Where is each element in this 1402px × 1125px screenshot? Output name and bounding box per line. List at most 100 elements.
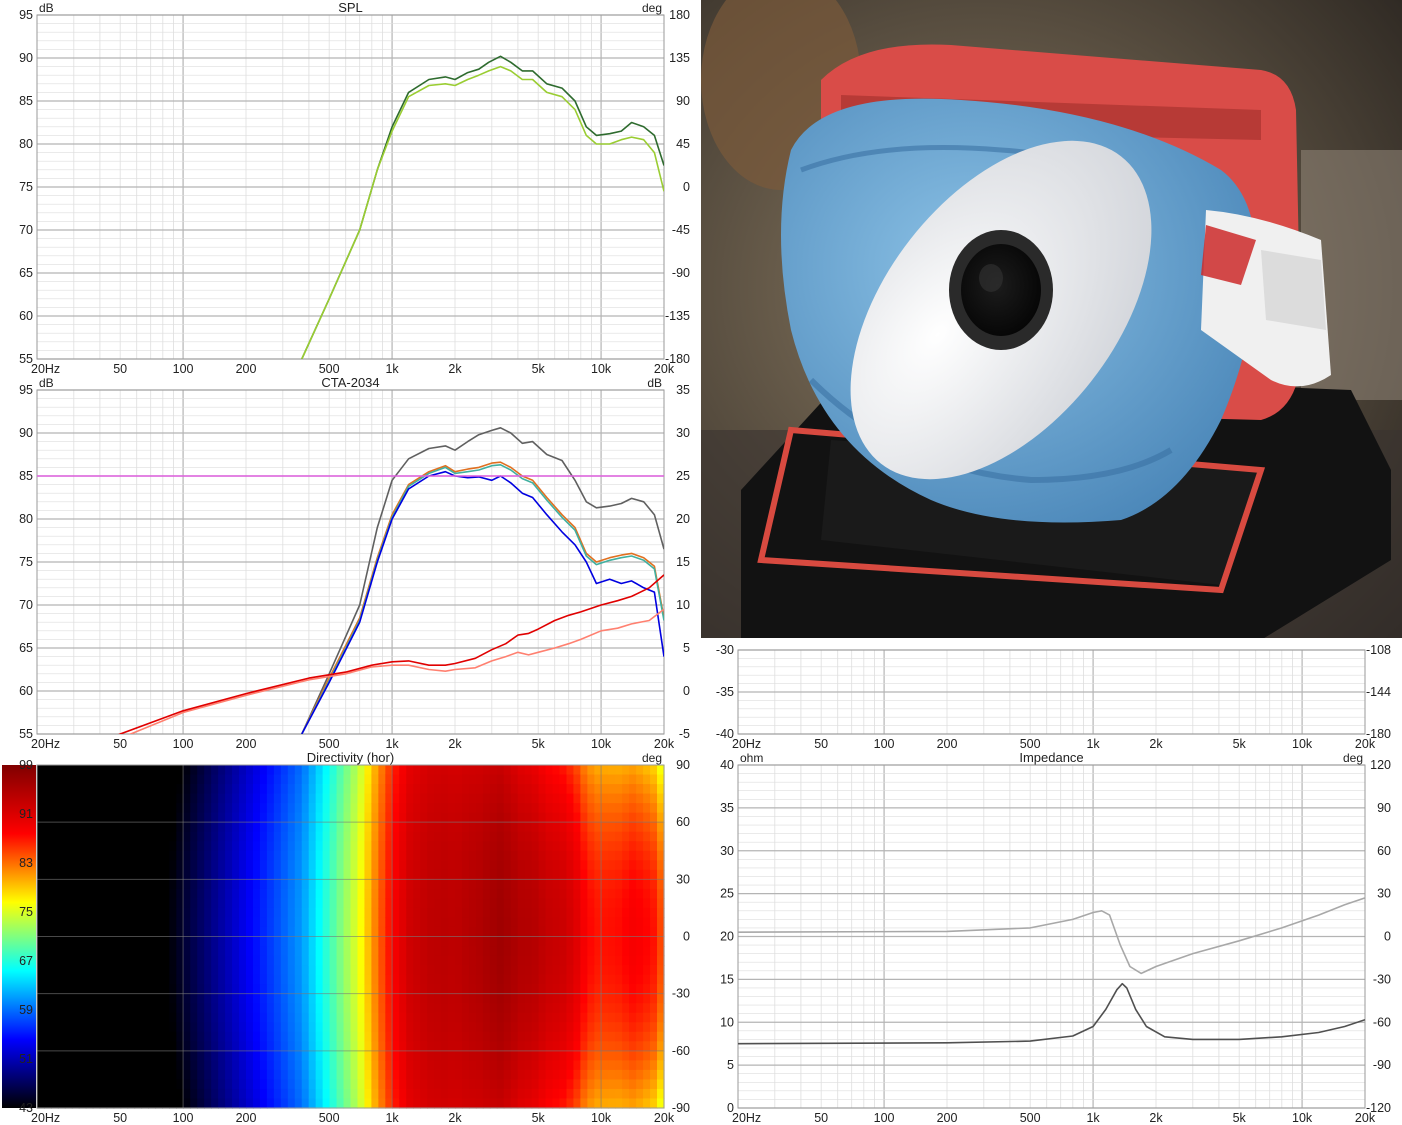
right-tick-label: 45 [676, 137, 690, 151]
series-line-6 [118, 574, 664, 734]
left-tick-label: 65 [19, 641, 33, 655]
x-tick-label: 20k [654, 362, 675, 376]
chart-title: Impedance [1019, 750, 1083, 765]
right-unit-label: deg [642, 1, 662, 15]
right-tick-label: -5 [679, 727, 690, 741]
x-tick-labels: 20Hz 50 100 200 500 1k 2k 5k 10k 20k [732, 1111, 1376, 1125]
x-tick-label: 20Hz [732, 1111, 761, 1125]
right-tick-label: 90 [1377, 801, 1391, 815]
series-line-1 [301, 427, 664, 734]
series-line-1 [301, 55, 664, 359]
x-tick-label: 10k [591, 1111, 612, 1125]
x-tick-label: 100 [173, 1111, 194, 1125]
right-tick-label: -90 [672, 1101, 690, 1115]
left-tick-label: 65 [19, 266, 33, 280]
right-tick-label: 10 [676, 598, 690, 612]
left-tick-label: 60 [19, 309, 33, 323]
x-tick-label: 500 [319, 737, 340, 751]
right-tick-label: -108 [1366, 643, 1391, 657]
right-tick-label: -30 [672, 987, 690, 1001]
left-tick-label: 70 [19, 223, 33, 237]
impedance-chart: 20Hz 50 100 200 500 1k 2k 5k 10k 20k4035302520151… [720, 750, 1391, 1125]
x-tick-label: 5k [1233, 737, 1247, 751]
x-tick-label: 200 [236, 362, 257, 376]
x-tick-labels: 20Hz 50 100 200 500 1k 2k 5k 10k 20k [732, 737, 1376, 751]
left-tick-label: -35 [716, 685, 734, 699]
left-tick-label: 30 [720, 844, 734, 858]
colorbar-tick-label: 83 [19, 856, 33, 870]
heatmap-gridlines [37, 765, 664, 1108]
right-unit-label: deg [1343, 751, 1363, 765]
x-tick-label: 2k [448, 362, 462, 376]
right-tick-label: -60 [1373, 1015, 1391, 1029]
x-tick-label: 200 [236, 1111, 257, 1125]
right-unit-label: dB [647, 376, 662, 390]
x-tick-label: 20k [1355, 737, 1376, 751]
phase-chart-fragment: 20Hz 50 100 200 500 1k 2k 5k 10k 20k -30 -35 -40 -108… [716, 643, 1391, 751]
x-tick-label: 2k [448, 737, 462, 751]
left-unit-label: dB [39, 1, 54, 15]
x-tick-label: 500 [319, 362, 340, 376]
x-tick-label: 2k [1149, 737, 1163, 751]
x-tick-label: 20k [654, 737, 675, 751]
series-line-2 [738, 897, 1365, 975]
left-tick-label: 95 [19, 383, 33, 397]
colorbar-tick-label: 43 [19, 1101, 33, 1115]
series-line-3 [301, 464, 664, 734]
series-group [738, 897, 1365, 1045]
right-tick-label: -30 [1373, 972, 1391, 986]
left-tick-labels: 95 90 85 80 75 70 65 60 55 [19, 8, 33, 366]
left-tick-label: 15 [720, 972, 734, 986]
left-tick-label: 5 [727, 1058, 734, 1072]
x-tick-label: 2k [1149, 1111, 1163, 1125]
right-tick-label: 25 [676, 469, 690, 483]
colorbar-tick-label: 67 [19, 954, 33, 968]
cta2034-chart: 20Hz 50 100 200 500 1k 2k 5k 10k 20k9590858075706… [19, 375, 690, 751]
colorbar-tick-label: 75 [19, 905, 33, 919]
x-tick-label: 1k [385, 737, 399, 751]
right-tick-label: 0 [1384, 930, 1391, 944]
x-tick-label: 1k [1086, 1111, 1100, 1125]
right-unit-label: deg [642, 751, 662, 765]
horizontal-gridlines [37, 14, 664, 360]
right-tick-label: 60 [1377, 844, 1391, 858]
right-tick-label: 90 [676, 94, 690, 108]
x-tick-labels: 20Hz 50 100 200 500 1k 2k 5k 10k 20k [31, 737, 675, 751]
series-line-1 [738, 982, 1365, 1045]
x-tick-label: 200 [236, 737, 257, 751]
right-tick-label: -45 [672, 223, 690, 237]
x-tick-label: 5k [532, 1111, 546, 1125]
x-tick-label: 50 [113, 737, 127, 751]
series-line-5 [128, 608, 664, 734]
x-tick-label: 20Hz [732, 737, 761, 751]
x-tick-label: 500 [1020, 737, 1041, 751]
left-unit-label: dB [39, 376, 54, 390]
right-tick-label: 30 [1377, 887, 1391, 901]
chart-title: SPL [338, 0, 363, 15]
cloth-label-tag [1201, 210, 1331, 387]
x-tick-label: 50 [814, 737, 828, 751]
left-tick-label: 90 [19, 51, 33, 65]
horizontal-gridlines [738, 764, 1365, 1109]
heatmap-cells [37, 765, 665, 1109]
right-tick-label: -180 [1366, 727, 1391, 741]
x-tick-label: 20Hz [31, 1111, 60, 1125]
left-tick-label: 70 [19, 598, 33, 612]
x-tick-label: 5k [532, 362, 546, 376]
left-tick-label: 95 [19, 8, 33, 22]
left-tick-label: 75 [19, 180, 33, 194]
left-tick-label: 60 [19, 684, 33, 698]
series-line-2 [301, 461, 664, 734]
left-tick-labels: 40 35 30 25 20 15 10 5 0 [720, 758, 734, 1115]
left-tick-label: 85 [19, 94, 33, 108]
x-tick-label: 100 [173, 362, 194, 376]
x-tick-label: 100 [173, 737, 194, 751]
chart-title: CTA-2034 [321, 375, 379, 390]
x-tick-label: 100 [874, 1111, 895, 1125]
right-tick-label: 120 [1370, 758, 1391, 772]
right-tick-labels: 35 30 25 20 15 10 5 0 -5 [676, 383, 690, 741]
x-tick-label: 10k [591, 362, 612, 376]
right-tick-label: 35 [676, 383, 690, 397]
series-line-2 [301, 65, 664, 359]
right-tick-label: -120 [1366, 1101, 1391, 1115]
